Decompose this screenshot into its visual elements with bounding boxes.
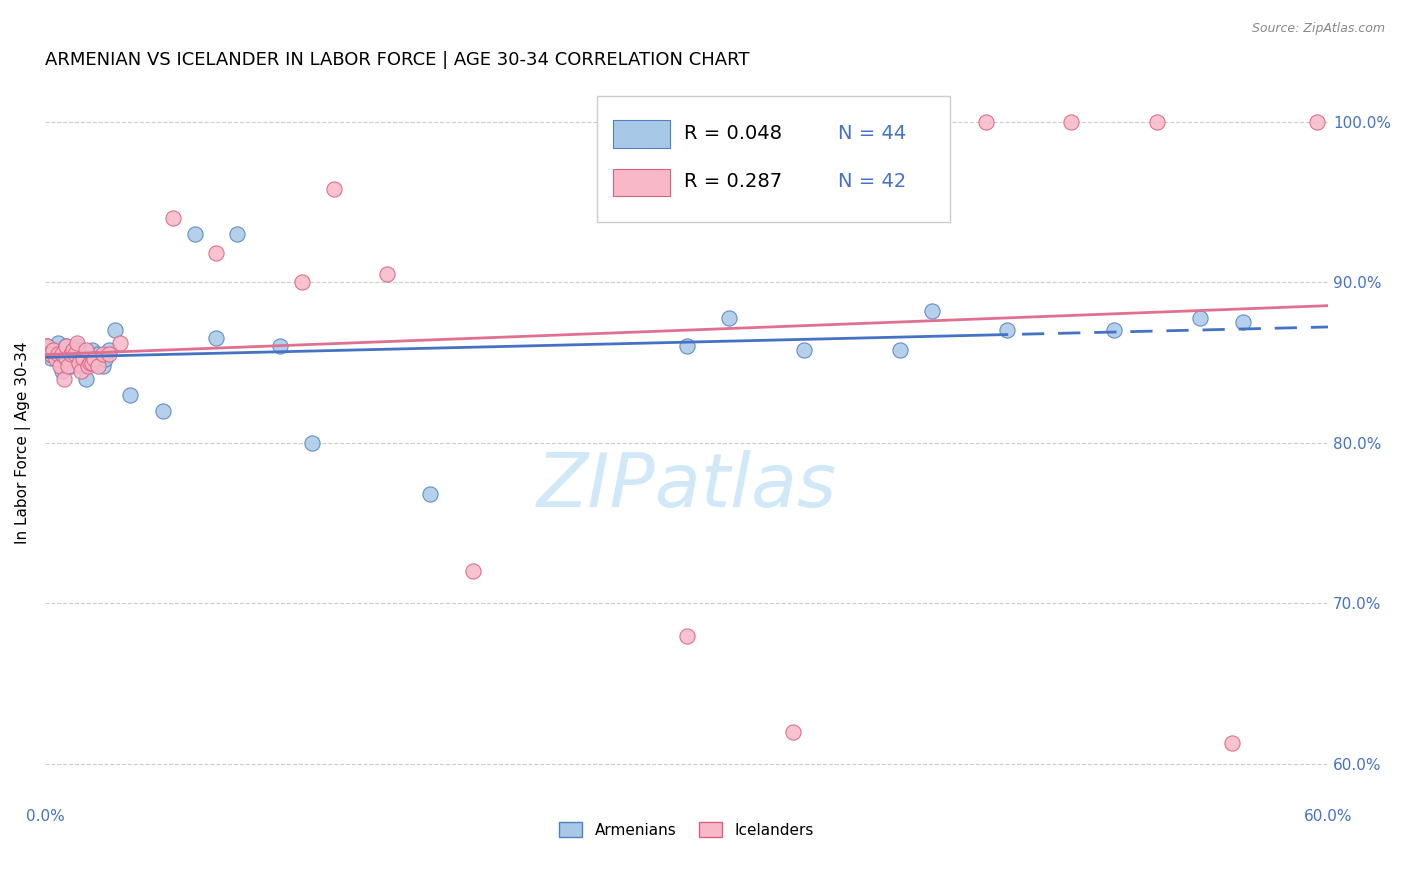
Point	[290, 275, 312, 289]
Point	[53, 371, 76, 385]
Point	[104, 323, 127, 337]
FancyBboxPatch shape	[613, 120, 669, 148]
Point	[58, 359, 80, 373]
FancyBboxPatch shape	[596, 95, 949, 222]
Point	[718, 310, 741, 325]
Point	[70, 363, 93, 377]
Point	[1188, 310, 1211, 325]
Point	[1104, 323, 1126, 337]
Point	[53, 347, 76, 361]
Point	[205, 246, 228, 260]
Point	[183, 227, 205, 241]
Point	[91, 359, 114, 373]
Point	[921, 304, 943, 318]
Text: ARMENIAN VS ICELANDER IN LABOR FORCE | AGE 30-34 CORRELATION CHART: ARMENIAN VS ICELANDER IN LABOR FORCE | A…	[45, 51, 749, 69]
Point	[42, 343, 65, 357]
Point	[675, 629, 697, 643]
Point	[63, 347, 86, 361]
Point	[889, 343, 911, 357]
Point	[269, 339, 291, 353]
Point	[152, 403, 174, 417]
Point	[75, 371, 97, 385]
Text: N = 44: N = 44	[838, 124, 907, 143]
Point	[45, 352, 67, 367]
Point	[66, 336, 89, 351]
Point	[1060, 114, 1083, 128]
Point	[83, 352, 105, 367]
Point	[782, 725, 804, 739]
Point	[1220, 736, 1243, 750]
Point	[55, 339, 77, 353]
Point	[1232, 315, 1254, 329]
Point	[63, 352, 86, 367]
Point	[66, 339, 89, 353]
Point	[59, 359, 82, 373]
Point	[974, 114, 997, 128]
Point	[98, 347, 121, 361]
Point	[995, 323, 1018, 337]
Text: Source: ZipAtlas.com: Source: ZipAtlas.com	[1251, 22, 1385, 36]
Point	[461, 565, 484, 579]
Point	[72, 352, 94, 367]
Point	[94, 352, 117, 367]
Point	[67, 343, 90, 357]
Point	[375, 267, 398, 281]
Point	[1146, 114, 1168, 128]
Y-axis label: In Labor Force | Age 30-34: In Labor Force | Age 30-34	[15, 342, 31, 544]
Text: R = 0.287: R = 0.287	[683, 172, 782, 192]
Point	[45, 343, 67, 357]
Point	[59, 347, 82, 361]
Point	[75, 343, 97, 357]
Point	[84, 355, 107, 369]
Text: ZIPatlas: ZIPatlas	[537, 450, 837, 522]
Point	[76, 359, 98, 373]
Point	[42, 347, 65, 361]
Point	[87, 347, 110, 361]
Point	[1306, 114, 1329, 128]
Point	[301, 435, 323, 450]
Point	[91, 347, 114, 361]
Point	[419, 487, 441, 501]
Point	[675, 339, 697, 353]
Point	[49, 359, 72, 373]
Point	[35, 339, 58, 353]
Point	[226, 227, 249, 241]
Point	[62, 343, 84, 357]
Point	[51, 344, 73, 359]
Point	[76, 355, 98, 369]
Point	[98, 343, 121, 357]
Point	[35, 339, 58, 353]
Point	[80, 355, 103, 369]
Text: R = 0.048: R = 0.048	[683, 124, 782, 143]
Point	[879, 114, 901, 128]
Point	[793, 343, 815, 357]
Point	[51, 347, 73, 361]
Point	[79, 355, 101, 369]
Point	[120, 387, 142, 401]
Point	[70, 359, 93, 373]
Point	[87, 359, 110, 373]
Point	[39, 347, 62, 361]
Point	[51, 363, 73, 377]
Point	[108, 336, 131, 351]
FancyBboxPatch shape	[613, 169, 669, 196]
Point	[62, 343, 84, 357]
Point	[55, 351, 77, 365]
Point	[46, 347, 69, 361]
Legend: Armenians, Icelanders: Armenians, Icelanders	[553, 815, 820, 844]
Point	[55, 339, 77, 353]
Point	[38, 347, 60, 361]
Point	[49, 352, 72, 367]
Point	[58, 351, 80, 365]
Point	[39, 351, 62, 365]
Text: N = 42: N = 42	[838, 172, 907, 192]
Point	[322, 182, 344, 196]
Point	[72, 351, 94, 365]
Point	[80, 343, 103, 357]
Point	[205, 331, 228, 345]
Point	[46, 336, 69, 351]
Point	[67, 355, 90, 369]
Point	[162, 211, 184, 225]
